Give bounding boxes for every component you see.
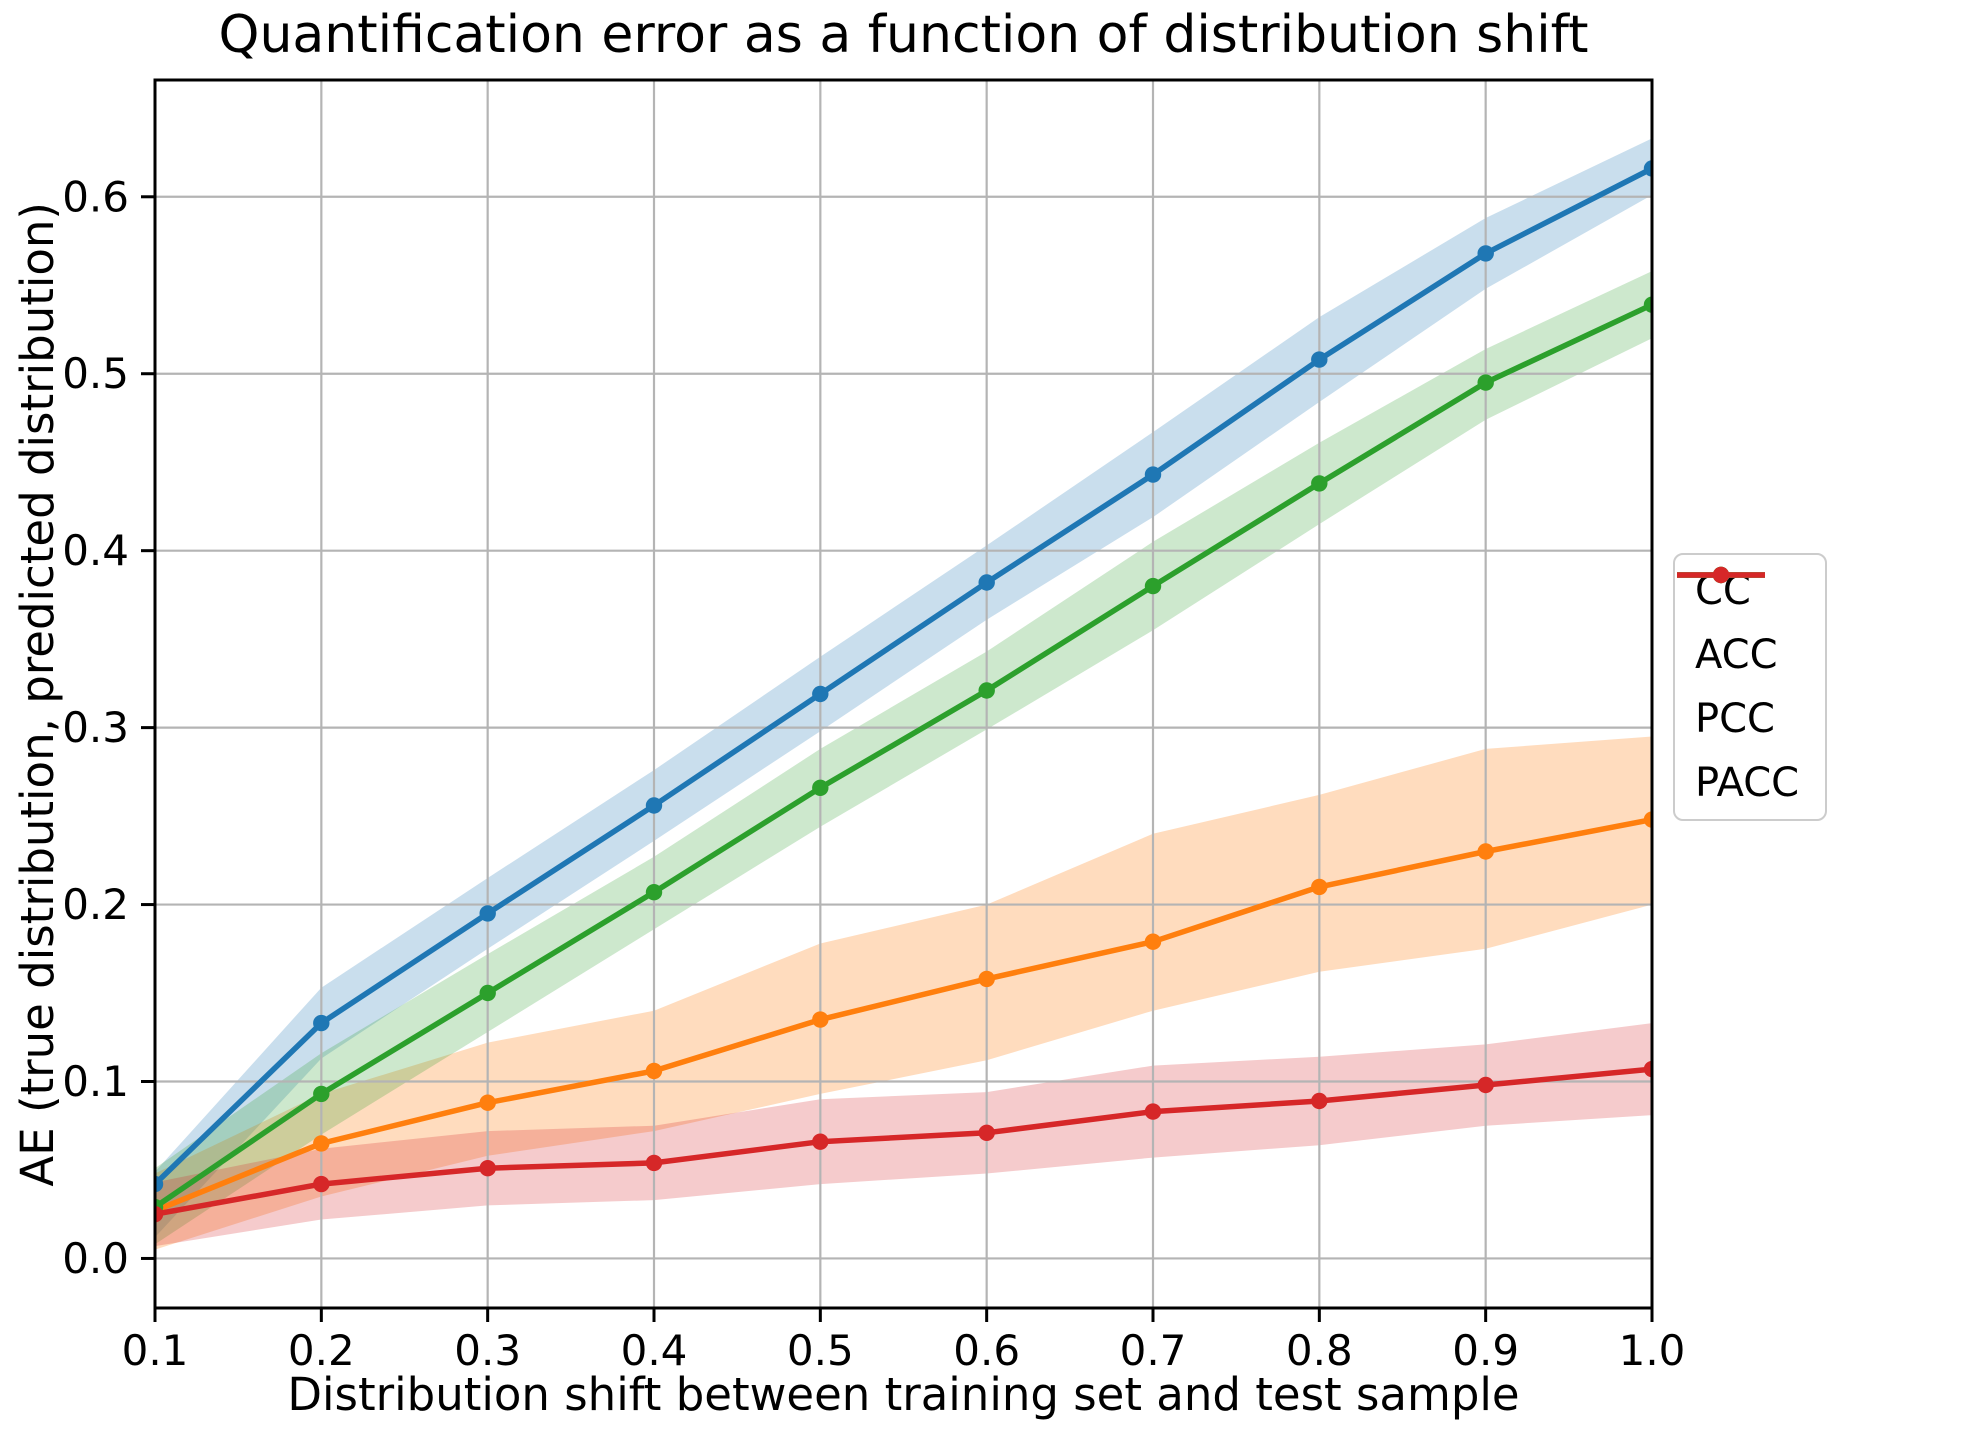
confidence-band-PCC — [155, 271, 1652, 1245]
y-tick-label: 0.6 — [62, 172, 129, 221]
y-tick-label: 0.0 — [62, 1234, 129, 1283]
data-point-CC — [1643, 160, 1652, 177]
x-tick-label: 0.3 — [454, 1326, 521, 1375]
data-point-ACC — [479, 1094, 496, 1111]
legend: CC ACC PCC PACC — [1673, 553, 1828, 821]
data-point-ACC — [645, 1062, 663, 1080]
x-tick-label: 0.5 — [787, 1326, 854, 1375]
data-point-CC — [479, 905, 496, 922]
data-point-PCC — [1477, 374, 1494, 391]
grid-layer — [153, 80, 1654, 1308]
y-axis-label-wrap: AE (true distribution, predicted distrib… — [8, 80, 66, 1308]
series-layer — [155, 160, 1652, 1223]
data-point-PCC — [645, 884, 663, 901]
series-line-ACC — [155, 816, 1652, 1214]
legend-item-ACC: ACC — [1677, 566, 1799, 678]
series-line-CC — [155, 165, 1652, 1187]
chart-title: Quantification error as a function of di… — [218, 5, 1589, 65]
data-point-PACC — [645, 1154, 663, 1172]
data-point-CC — [645, 797, 663, 814]
data-point-CC — [313, 1014, 330, 1032]
data-point-PACC — [313, 1175, 330, 1193]
data-point-PCC — [1311, 475, 1328, 492]
data-point-ACC — [1643, 811, 1652, 828]
y-axis-label: AE (true distribution, predicted distrib… — [10, 201, 64, 1187]
legend-item-PACC: PACC — [1677, 566, 1800, 806]
legend-label: PACC — [1695, 760, 1800, 806]
data-point-ACC — [1144, 933, 1162, 950]
y-tick-label: 0.3 — [62, 703, 129, 752]
series-line-PCC — [155, 301, 1652, 1210]
data-point-CC — [1144, 466, 1162, 483]
data-point-PCC — [479, 984, 496, 1002]
series-line-PACC — [155, 1066, 1652, 1217]
x-axis-label: Distribution shift between training set … — [287, 1368, 1520, 1421]
confidence-band-ACC — [155, 736, 1652, 1250]
data-point-ACC — [1477, 843, 1494, 860]
data-point-PACC — [978, 1124, 995, 1142]
legend-label: PCC — [1695, 696, 1775, 742]
data-point-PACC — [1311, 1092, 1328, 1110]
data-point-PACC — [479, 1160, 496, 1177]
x-tick-label: 0.9 — [1452, 1326, 1519, 1375]
legend-label: ACC — [1695, 632, 1778, 678]
y-tick-label: 0.2 — [62, 880, 129, 929]
x-tick-label: 0.2 — [288, 1326, 355, 1375]
confidence-band-CC — [155, 138, 1652, 1238]
data-point-CC — [1477, 245, 1494, 262]
axes-layer: 0.1 0.2 0.3 0.4 0.5 0.6 0.7 0.8 0.9 1.0 0.0 0.1 0.2 0… — [62, 78, 1686, 1375]
data-point-CC — [1311, 351, 1328, 368]
x-tick-label: 0.7 — [1120, 1326, 1187, 1375]
data-point-ACC — [313, 1135, 330, 1152]
y-tick-label: 0.1 — [62, 1057, 129, 1106]
legend-marker — [1712, 566, 1730, 584]
data-point-PCC — [1144, 577, 1162, 595]
data-point-PACC — [1477, 1076, 1494, 1094]
data-point-CC — [155, 1175, 164, 1193]
data-point-ACC — [978, 970, 995, 988]
data-point-PCC — [978, 682, 995, 699]
legend-line-sample — [1677, 566, 1765, 584]
x-tick-label: 0.6 — [953, 1326, 1020, 1375]
x-tick-label: 1.0 — [1619, 1326, 1686, 1375]
y-tick-label: 0.4 — [62, 526, 129, 575]
data-point-ACC — [812, 1011, 829, 1028]
data-point-PACC — [1144, 1103, 1162, 1120]
x-tick-label: 0.1 — [122, 1326, 189, 1375]
data-point-PACC — [155, 1206, 164, 1223]
data-point-PACC — [1643, 1060, 1652, 1078]
data-point-PACC — [812, 1133, 829, 1150]
data-point-CC — [978, 574, 995, 591]
x-tick-label: 0.4 — [621, 1326, 688, 1375]
data-point-PCC — [1643, 296, 1652, 313]
data-point-PCC — [313, 1085, 330, 1103]
x-tick-label: 0.8 — [1286, 1326, 1353, 1375]
data-point-PCC — [812, 779, 829, 796]
plot-border — [153, 78, 1654, 1310]
data-point-CC — [812, 685, 829, 703]
legend-item-PCC: PCC — [1677, 566, 1799, 742]
y-tick-label: 0.5 — [62, 349, 129, 398]
plot-background — [155, 80, 1652, 1308]
data-point-ACC — [1311, 878, 1328, 896]
